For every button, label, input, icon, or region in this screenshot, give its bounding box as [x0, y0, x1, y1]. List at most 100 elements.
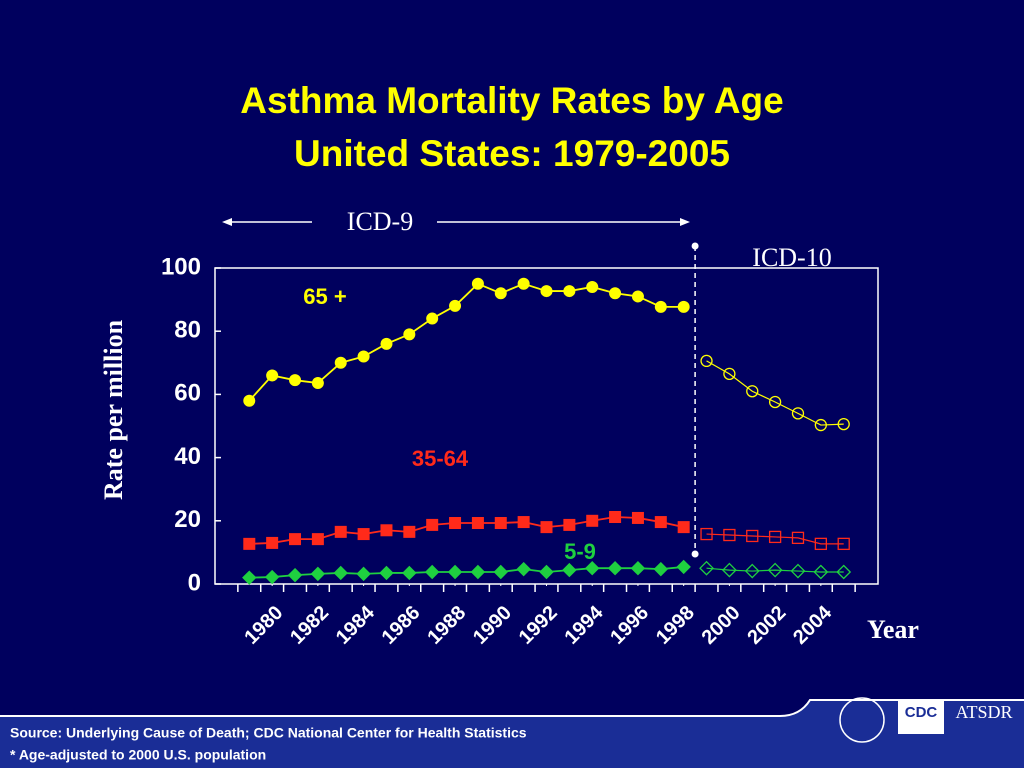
point	[676, 559, 691, 575]
logo-text: CDC	[905, 704, 938, 721]
point	[836, 564, 852, 580]
point	[609, 287, 622, 300]
point	[311, 377, 324, 390]
point	[631, 290, 644, 303]
point	[540, 285, 553, 298]
point	[380, 337, 393, 350]
series-line	[706, 533, 844, 545]
point	[357, 528, 370, 541]
point	[630, 560, 646, 576]
series-label: 35-64	[412, 446, 469, 471]
x-axis-label: Year	[867, 615, 919, 644]
point	[403, 328, 416, 341]
point	[721, 562, 737, 578]
point	[379, 565, 394, 581]
footer-rule	[0, 699, 1024, 717]
point	[449, 299, 462, 312]
point	[814, 537, 827, 551]
chart-subtitle: United States: 1979-2005	[294, 133, 730, 174]
point	[562, 562, 577, 578]
point	[470, 564, 486, 580]
point	[723, 528, 736, 542]
point	[791, 407, 805, 420]
point	[677, 521, 690, 534]
source: Source: Underlying Cause of Death; CDC N…	[10, 725, 527, 741]
point	[494, 287, 507, 300]
point	[310, 566, 326, 582]
cdc-logo-box	[898, 700, 944, 734]
point	[289, 374, 302, 387]
point	[563, 285, 576, 298]
point	[264, 569, 280, 585]
y-tick-label: 100	[161, 253, 201, 280]
logo-text: ATSDR	[955, 702, 1012, 722]
coding-change-dot	[691, 242, 699, 250]
chart-title: Asthma Mortality Rates by Age	[240, 80, 783, 121]
point	[266, 369, 279, 382]
point	[607, 560, 623, 576]
point	[585, 560, 600, 576]
point	[380, 524, 393, 537]
point	[653, 561, 669, 577]
point	[426, 518, 439, 531]
series-line	[706, 360, 844, 426]
y-tick-label: 20	[174, 506, 201, 533]
point	[266, 536, 279, 549]
period-label: ICD-9	[347, 207, 413, 236]
point	[631, 511, 644, 524]
point	[768, 530, 782, 544]
point	[403, 525, 416, 538]
point	[813, 564, 829, 580]
point	[517, 516, 530, 529]
point	[334, 356, 347, 369]
point	[699, 560, 714, 576]
point	[563, 518, 576, 531]
y-tick-label: 80	[174, 317, 201, 344]
point	[768, 395, 782, 409]
period-label: ICD-10	[752, 243, 831, 272]
point	[471, 277, 484, 290]
point	[746, 529, 759, 543]
point	[402, 565, 417, 581]
point	[586, 514, 599, 527]
point	[424, 564, 440, 580]
series-label: 5-9	[564, 539, 596, 564]
point	[723, 367, 736, 381]
point	[334, 525, 347, 538]
point	[516, 561, 531, 577]
point	[426, 312, 439, 325]
point	[333, 565, 348, 581]
arrow-head	[680, 218, 690, 226]
series-label: 65 +	[303, 284, 346, 309]
point	[517, 277, 530, 290]
point	[289, 533, 302, 546]
point	[287, 567, 303, 583]
point	[243, 537, 256, 550]
point	[654, 300, 667, 313]
point	[243, 394, 256, 407]
y-tick-label: 40	[174, 443, 201, 470]
point	[700, 354, 713, 368]
y-tick-label: 0	[188, 569, 201, 596]
y-axis-label: Rate per million	[99, 319, 128, 500]
point	[837, 417, 850, 431]
point	[242, 570, 257, 585]
point	[837, 537, 850, 551]
point	[654, 516, 667, 529]
point	[356, 566, 371, 582]
point	[790, 563, 806, 579]
point	[540, 521, 553, 534]
coding-change-dot	[691, 550, 699, 558]
point	[494, 517, 507, 530]
point	[700, 527, 713, 541]
series-line	[706, 567, 844, 573]
point	[539, 564, 554, 580]
point	[586, 280, 599, 293]
point	[791, 531, 805, 545]
arrow-head	[222, 218, 232, 226]
point	[447, 564, 463, 580]
point	[814, 418, 827, 432]
point	[677, 300, 690, 313]
